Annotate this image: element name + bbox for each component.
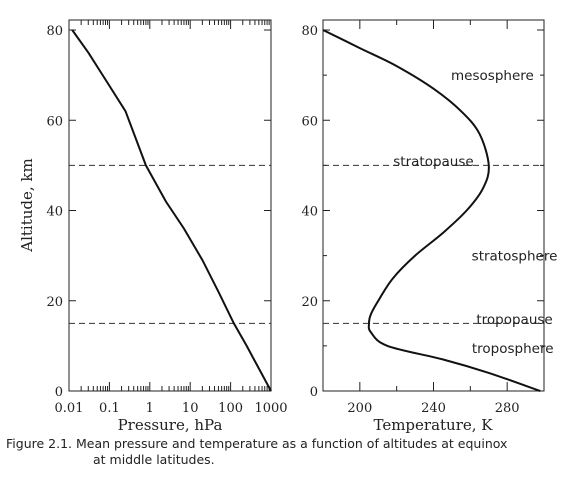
temperature-x-ticks: 200 240 280 bbox=[347, 20, 520, 416]
pressure-y-tick-label: 60 bbox=[46, 114, 63, 129]
layer-label-troposphere: troposphere bbox=[472, 341, 554, 357]
pressure-x-tick-label: 100 bbox=[218, 401, 243, 416]
pressure-y-tick-label: 0 bbox=[55, 385, 63, 400]
temperature-chart: 0 20 40 60 80 200 240 280 mesosphere stratopaus… bbox=[301, 19, 557, 434]
temperature-y-tick-label: 80 bbox=[301, 24, 318, 39]
temperature-x-tick-label: 280 bbox=[495, 401, 520, 416]
pressure-x-tick-label: 10 bbox=[182, 401, 199, 416]
pressure-plot-frame bbox=[68, 19, 272, 392]
pressure-x-tick-label: 0.1 bbox=[99, 401, 120, 416]
caption-line-2: at middle latitudes. bbox=[93, 452, 215, 467]
altitude-y-axis-label: Altitude, km bbox=[18, 158, 36, 252]
pressure-x-tick-label: 1000 bbox=[254, 401, 287, 416]
caption-line-1: Figure 2.1. Mean pressure and temperatur… bbox=[6, 436, 508, 451]
temperature-y-tick-label: 60 bbox=[301, 114, 318, 129]
pressure-chart: 0 20 40 60 80 0.01 0.1 1 10 100 1000 Pressure, hP… bbox=[18, 19, 288, 434]
layer-label-tropopause: tropopause bbox=[476, 312, 552, 328]
pressure-x-tick-label: 1 bbox=[146, 401, 154, 416]
layer-label-mesosphere: mesosphere bbox=[451, 68, 534, 84]
temperature-y-tick-label: 40 bbox=[301, 205, 318, 220]
pressure-y-tick-label: 80 bbox=[46, 24, 63, 39]
pressure-reference-lines bbox=[69, 164, 271, 324]
layer-label-stratosphere: stratosphere bbox=[472, 249, 558, 265]
layer-label-stratopause: stratopause bbox=[393, 154, 473, 170]
temperature-x-tick-label: 200 bbox=[347, 401, 372, 416]
pressure-x-tick-label: 0.01 bbox=[55, 401, 84, 416]
atmosphere-layer-labels: mesosphere stratopause stratosphere tropopa… bbox=[393, 68, 557, 357]
pressure-y-ticks: 0 20 40 60 80 bbox=[46, 24, 271, 400]
pressure-curve bbox=[71, 29, 272, 392]
temperature-x-axis-label: Temperature, K bbox=[373, 416, 493, 434]
pressure-y-tick-label: 40 bbox=[46, 205, 63, 220]
temperature-y-tick-label: 0 bbox=[310, 385, 318, 400]
temperature-curve bbox=[322, 29, 541, 392]
pressure-y-tick-label: 20 bbox=[46, 295, 63, 310]
temperature-y-tick-label: 20 bbox=[301, 295, 318, 310]
temperature-x-tick-label: 240 bbox=[421, 401, 446, 416]
pressure-x-axis-label: Pressure, hPa bbox=[118, 416, 223, 434]
temperature-reference-lines bbox=[323, 164, 544, 324]
pressure-x-ticks: 0.01 0.1 1 10 100 1000 bbox=[55, 20, 288, 416]
temperature-y-ticks: 0 20 40 60 80 bbox=[301, 24, 544, 400]
